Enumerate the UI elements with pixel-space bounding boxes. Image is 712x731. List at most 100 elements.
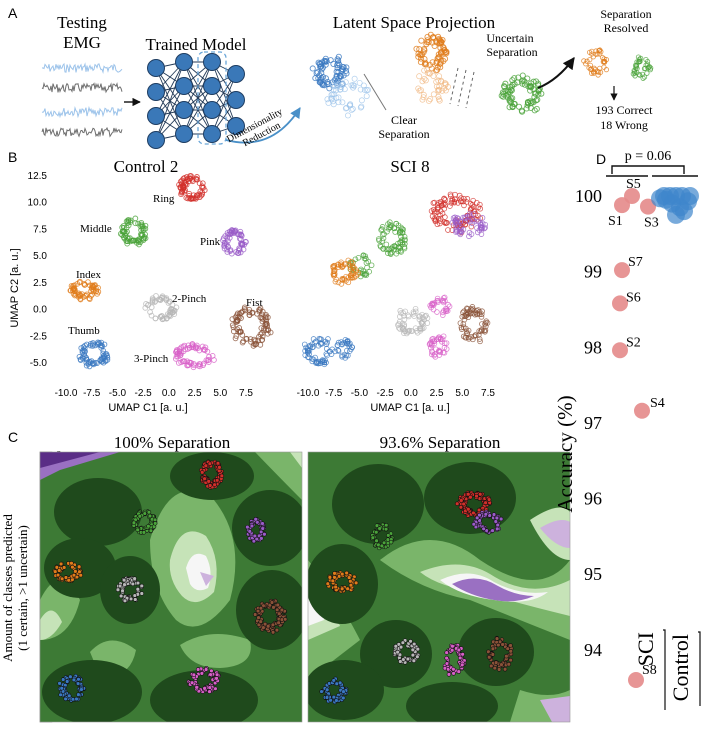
resolved-label-line1: Separation <box>600 7 651 21</box>
decision-ring-cluster <box>199 459 225 490</box>
umap-right-title: SCI 8 <box>390 157 429 176</box>
decision-right-title: 93.6% Separation <box>380 433 501 452</box>
umap-fist-cluster <box>229 304 274 349</box>
label-pink: Pink <box>200 236 221 248</box>
latent-clusters <box>309 31 654 119</box>
emg-title-line2: EMG <box>63 33 101 52</box>
umap-ytick: -2.5 <box>30 331 48 342</box>
label-2-pinch: 2-Pinch <box>172 293 207 305</box>
resolved-green-cluster <box>630 54 654 81</box>
umap-left-clusters <box>67 173 274 371</box>
correct-count: 193 Correct <box>596 103 654 117</box>
dimensionality-reduction-arrow <box>225 107 301 144</box>
p-value: p = 0.06 <box>625 149 671 164</box>
umap-ring-cluster <box>176 173 208 202</box>
decision-sci-middle-cluster <box>370 522 395 551</box>
resolved-label-line2: Resolved <box>604 21 649 35</box>
latent-orange-cluster <box>413 31 450 74</box>
decision-sci-thumb-cluster <box>319 676 349 705</box>
sci-point-s2 <box>612 342 628 359</box>
neural-network-icon <box>147 51 245 149</box>
umap-left-xtick: 7.5 <box>239 388 253 399</box>
umap-ylabel: UMAP C2 [a. u.] <box>9 248 21 327</box>
umap-right-xtick: -10.0 <box>297 388 320 399</box>
umap-right-xtick: 7.5 <box>481 388 495 399</box>
panel-label-d: D <box>596 151 606 167</box>
category-sci: SCI <box>633 632 658 666</box>
decision-sci-fist-cluster <box>486 635 514 672</box>
clear-label-line2: Separation <box>378 127 429 141</box>
umap-right-xtick: -5.0 <box>351 388 369 399</box>
sci-point-s4 <box>634 402 650 419</box>
latent-lightorange-cluster <box>415 66 451 104</box>
umap-x-ticks: -10.0 -7.5 -5.0 -2.5 0.0 2.5 5.0 7.5 -10.0 -7.5 -5… <box>55 388 496 399</box>
decision-pink-cluster <box>245 516 267 544</box>
sci-point-label: S8 <box>642 663 657 678</box>
umap-left-xtick: 2.5 <box>188 388 202 399</box>
colorbar-label-line1: Amount of classes predicted <box>0 514 15 662</box>
umap-right-xtick: -7.5 <box>325 388 343 399</box>
colorbar-label-line2: (1 certain, >1 uncertain) <box>15 525 30 651</box>
umap-sci-index-cluster <box>330 257 361 287</box>
label-index: Index <box>76 269 102 281</box>
sci-point-label: S6 <box>626 290 641 305</box>
sci-point-label: S1 <box>608 214 623 229</box>
decision-3-pinch-cluster <box>186 666 221 694</box>
umap-left-xlabel: UMAP C1 [a. u.] <box>108 402 187 414</box>
latent-title: Latent Space Projection <box>333 13 496 32</box>
umap-left-xtick: 5.0 <box>213 388 227 399</box>
umap-sci-fist-cluster <box>457 304 491 345</box>
decision-map-right <box>308 452 570 722</box>
sci-point-label: S3 <box>644 216 659 231</box>
umap-right-xtick: 5.0 <box>455 388 469 399</box>
latent-lightblue-cluster <box>324 75 371 119</box>
sci-point-s7 <box>614 262 630 279</box>
wrong-count: 18 Wrong <box>600 118 648 132</box>
umap-index-cluster <box>67 278 102 303</box>
decision-sci-pink-cluster <box>471 509 504 535</box>
accuracy-ytick: 96 <box>584 489 602 509</box>
umap-ytick: 12.5 <box>28 171 48 182</box>
decision-left-title: 100% Separation <box>114 433 231 452</box>
umap-sci-pink-cluster <box>449 210 488 240</box>
resolve-arrow <box>537 57 575 89</box>
umap-sci-3-pinch-upper <box>427 294 453 318</box>
label-ring: Ring <box>153 193 175 205</box>
label-middle: Middle <box>80 223 112 235</box>
umap-right-xlabel: UMAP C1 [a. u.] <box>370 402 449 414</box>
sci-point-s8 <box>628 672 644 688</box>
sci-point-s3 <box>640 198 656 215</box>
sci-point-s6 <box>612 295 628 312</box>
panel-c: C 100% Separation 93.6% Separation 87654… <box>0 429 571 725</box>
umap-left-xtick: 0.0 <box>162 388 176 399</box>
panel-label-c: C <box>8 429 18 445</box>
umap-ytick: 5.0 <box>33 251 47 262</box>
umap-sci-middle-cluster <box>375 219 408 257</box>
umap-sci-thumb-cluster <box>301 335 336 368</box>
sci-axis-bracket <box>663 629 666 710</box>
decision-thumb-cluster <box>57 673 87 703</box>
umap-ytick: -5.0 <box>30 358 48 369</box>
decision-fist-cluster <box>253 598 288 635</box>
umap-sci-thumb-tail <box>332 336 355 361</box>
umap-pink-cluster <box>220 227 249 257</box>
decision-left-clusters <box>52 459 288 703</box>
umap-ytick: 2.5 <box>33 278 47 289</box>
accuracy-ytick: 97 <box>584 413 602 433</box>
decision-map-left <box>40 452 302 722</box>
panel-a: A Testing EMG Trained Model Dimensionali… <box>8 5 654 149</box>
significance-bracket <box>611 165 685 174</box>
decision-middle-cluster <box>131 509 158 535</box>
accuracy-points: S1 S5 S3 S7 S6 S2 S4 S8 <box>608 177 699 688</box>
resolved-orange-cluster <box>581 47 610 78</box>
sci-point-label: S7 <box>628 255 643 270</box>
accuracy-ytick: 95 <box>584 564 602 584</box>
umap-left-title: Control 2 <box>114 157 179 176</box>
accuracy-y-ticks: 100 99 98 97 96 95 94 <box>575 186 602 660</box>
label-fist: Fist <box>246 297 263 309</box>
decision-index-cluster <box>52 561 83 584</box>
control-point <box>667 205 685 224</box>
umap-right-clusters <box>301 191 491 368</box>
